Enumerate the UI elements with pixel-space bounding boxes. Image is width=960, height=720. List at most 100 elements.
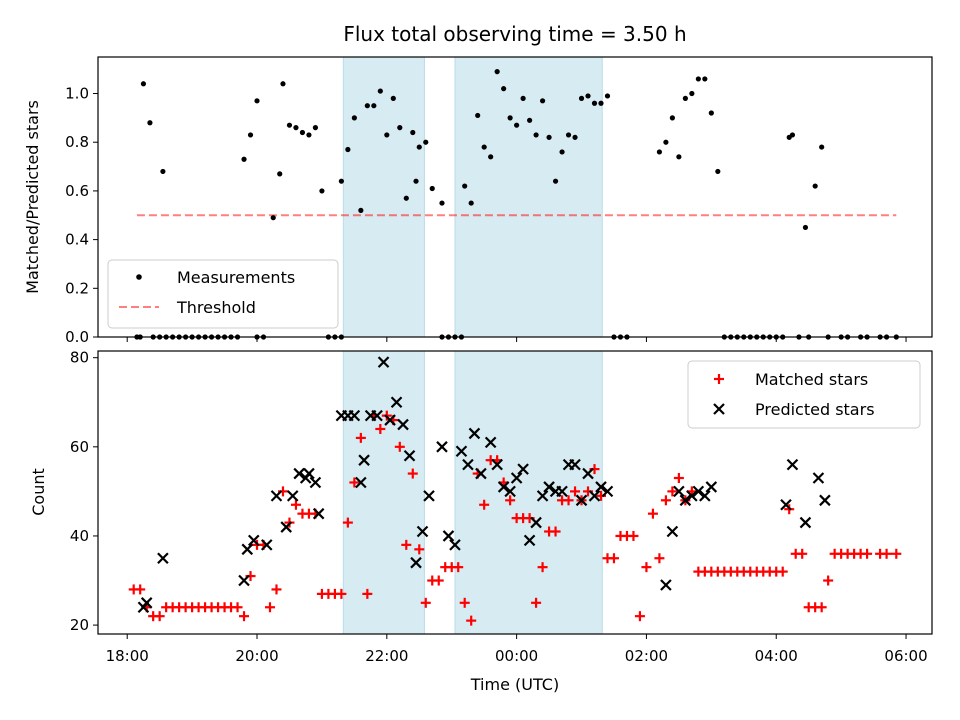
matched-star-point <box>466 615 477 626</box>
predicted-star-point <box>238 574 250 587</box>
measurement-point <box>351 115 357 121</box>
predicted-star-point <box>377 356 390 368</box>
measurement-point <box>552 178 559 184</box>
predicted-star-point <box>157 552 169 565</box>
top-x-ticks <box>126 337 907 342</box>
x-tick-label: 04:00 <box>755 647 798 665</box>
measurement-point <box>403 195 409 201</box>
measurement-point <box>160 168 166 175</box>
measurement-point <box>663 139 669 145</box>
predicted-star-point <box>504 485 516 498</box>
top-y-ticks: 0.0 0.2 0.4 0.6 0.8 1.0 <box>65 85 98 346</box>
measurement-point <box>306 132 312 138</box>
predicted-star-point <box>303 467 315 480</box>
measurement-point <box>656 149 663 155</box>
y-tick-label: 1.0 <box>65 85 89 103</box>
predicted-star-point <box>403 449 416 462</box>
legend-measurements-label: Measurements <box>177 268 295 287</box>
predicted-star-point <box>780 498 792 511</box>
predicted-star-point <box>582 467 594 480</box>
x-tick-label: 20:00 <box>235 647 278 665</box>
predicted-star-point <box>491 458 503 471</box>
measurement-point <box>462 183 468 189</box>
top-shaded-intervals <box>342 56 603 338</box>
legend-matched-marker <box>714 374 724 384</box>
measurement-point <box>312 125 319 131</box>
predicted-star-point <box>799 516 812 529</box>
top-axes-frame <box>97 56 933 338</box>
top-panel: 0.0 0.2 0.4 0.6 0.8 1.0 Flux total observing … <box>23 22 933 346</box>
matched-star-point <box>816 602 827 613</box>
measurement-point <box>689 90 695 97</box>
matched-star-point <box>264 602 275 613</box>
predicted-star-point <box>530 516 542 529</box>
measurement-point <box>539 98 546 104</box>
measurement-point <box>812 183 818 189</box>
measurement-point <box>533 132 539 138</box>
y-tick-label: 60 <box>70 438 89 456</box>
predicted-star-point <box>286 490 299 502</box>
matched-star-point <box>823 575 834 586</box>
matched-star-point <box>239 611 250 622</box>
bottom-x-ticks: 18:00 20:00 22:00 00:00 02:00 04:00 06:00 <box>106 634 928 665</box>
matched-star-point <box>459 597 470 608</box>
matched-star-point <box>862 548 873 559</box>
measurement-point <box>501 86 507 92</box>
y-tick-label: 0.8 <box>65 133 89 151</box>
predicted-star-point <box>679 494 692 507</box>
predicted-star-point <box>819 494 831 507</box>
predicted-star-point <box>475 467 487 480</box>
predicted-star-point <box>705 481 718 493</box>
measurement-point <box>410 129 416 136</box>
measurement-point <box>277 171 283 177</box>
top-legend: Measurements Threshold <box>107 259 339 329</box>
measurement-point <box>598 100 604 106</box>
matched-star-point <box>407 468 418 479</box>
predicted-star-point <box>449 539 461 551</box>
legend-matched-label: Matched stars <box>755 370 868 389</box>
measurement-point <box>789 132 796 138</box>
measurement-point <box>358 207 364 213</box>
predicted-star-point <box>543 481 555 493</box>
predicted-star-point <box>536 490 549 502</box>
matched-star-point <box>362 588 373 599</box>
bottom-y-axis-label: Count <box>29 468 48 516</box>
predicted-star-point <box>523 534 536 547</box>
measurement-point <box>280 81 286 87</box>
y-tick-label: 80 <box>70 349 89 367</box>
shaded-interval <box>342 350 425 635</box>
measurement-point <box>293 125 299 131</box>
measurement-point <box>364 103 370 109</box>
predicted-star-point <box>436 441 448 453</box>
predicted-star-point <box>660 579 672 591</box>
matched-star-point <box>479 499 490 510</box>
measurement-point <box>468 200 474 206</box>
top-chart-title: Flux total observing time = 3.50 h <box>343 22 686 46</box>
matched-star-point <box>654 553 665 564</box>
predicted-star-point <box>455 445 468 458</box>
matched-star-point <box>531 597 542 608</box>
y-tick-label: 20 <box>70 616 89 634</box>
matched-star-point <box>433 575 444 586</box>
measurement-point <box>578 95 585 101</box>
matched-star-point <box>349 477 360 488</box>
matched-star-point <box>394 441 405 452</box>
x-axis-label: Time (UTC) <box>470 675 559 694</box>
predicted-star-point <box>390 396 403 409</box>
legend-predicted-marker <box>713 403 725 415</box>
matched-star-point <box>453 562 464 573</box>
matched-stars-points <box>128 410 902 626</box>
measurement-point <box>423 139 429 145</box>
measurement-point <box>514 122 520 128</box>
measurement-point <box>319 188 325 194</box>
matched-star-point <box>505 495 516 506</box>
predicted-star-point <box>355 476 367 489</box>
predicted-star-point <box>270 490 283 502</box>
matched-star-point <box>647 508 658 519</box>
measurement-point <box>604 93 611 99</box>
measurement-point <box>390 95 396 101</box>
matched-star-point <box>290 499 301 510</box>
predicted-star-point <box>241 543 254 556</box>
predicted-star-point <box>510 472 523 484</box>
predicted-star-point <box>601 485 614 498</box>
